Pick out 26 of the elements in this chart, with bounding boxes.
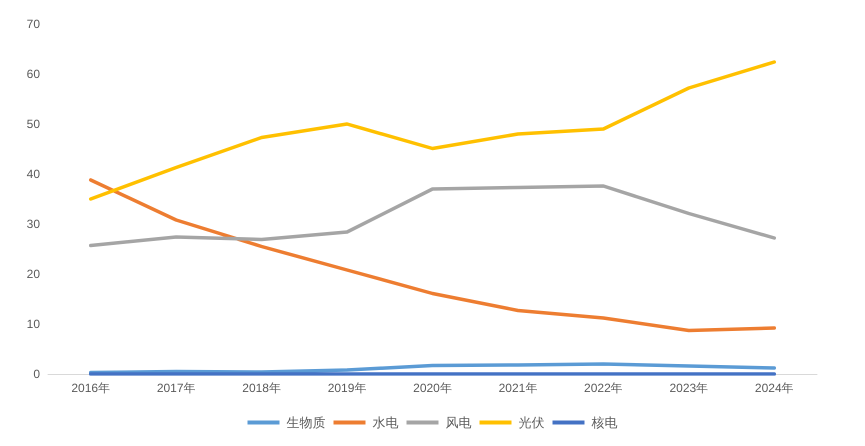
x-tick-label: 2021年 xyxy=(498,381,538,395)
x-tick-label: 2020年 xyxy=(413,381,452,395)
x-tick-label: 2016年 xyxy=(71,381,110,395)
line-series xyxy=(88,184,776,248)
y-tick-label: 20 xyxy=(26,267,40,281)
x-tick-label: 2017年 xyxy=(156,381,196,395)
y-tick-label: 0 xyxy=(33,367,40,381)
y-tick-label: 10 xyxy=(26,317,40,331)
y-tick-label: 30 xyxy=(26,217,40,231)
y-tick-label: 70 xyxy=(26,17,40,31)
line-series xyxy=(88,362,776,374)
x-tick-label: 2023年 xyxy=(669,381,708,395)
legend-label: 核电 xyxy=(590,415,618,430)
x-tick-label: 2024年 xyxy=(754,381,794,395)
line-series xyxy=(88,178,776,332)
y-tick-label: 40 xyxy=(26,167,40,181)
legend-label: 水电 xyxy=(372,415,398,430)
y-tick-label: 50 xyxy=(26,117,40,131)
legend-label: 风电 xyxy=(446,415,472,430)
line-series xyxy=(88,60,776,201)
legend-label: 光伏 xyxy=(518,415,544,430)
y-tick-label: 60 xyxy=(26,67,40,81)
x-tick-label: 2019年 xyxy=(328,381,366,395)
legend-label: 生物质 xyxy=(286,415,326,430)
x-tick-label: 2022年 xyxy=(584,381,623,395)
x-tick-label: 2018年 xyxy=(242,381,281,395)
